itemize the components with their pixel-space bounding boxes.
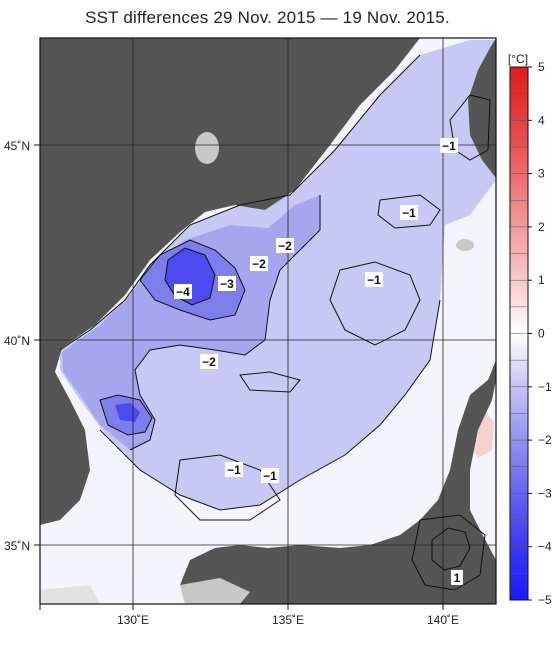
colorbar-tick-label: 1: [538, 273, 545, 287]
colorbar-tick-label: −2: [538, 433, 552, 447]
frame-ticks: [34, 144, 444, 610]
contour-label-minus3: −3: [220, 277, 234, 291]
island-south: [180, 578, 250, 604]
map-frame: [39, 37, 497, 605]
contour-label-plus1: 1: [454, 571, 461, 585]
colorbar-ticks: 5 4 3 2 1 0 −1 −2 −3 −4 −5: [528, 60, 552, 607]
land-japan: [180, 38, 496, 604]
contour-label-minus2-b: −2: [252, 257, 266, 271]
graticule: [40, 38, 496, 604]
contour-label-minus1-a: −1: [442, 139, 456, 153]
contour-label-minus1-e: −1: [263, 469, 277, 483]
map-title: SST differences 29 Nov. 2015 — 19 Nov. 2…: [85, 8, 450, 27]
colorbar-tick-label: −1: [538, 380, 552, 394]
island-right: [456, 239, 474, 251]
contour-lines: [59, 54, 491, 591]
contour-label-minus2-c: −2: [202, 355, 216, 369]
contour-label-group: −4 −3 −2 −2 −2 −1 −1 −1 −1 −1 1: [174, 138, 463, 585]
contour-label-minus4: −4: [176, 285, 190, 299]
island-southwest: [40, 585, 100, 604]
colorbar-tick-label: 4: [538, 113, 545, 127]
lat-label-35: 35˚N: [4, 539, 30, 553]
lat-label-45: 45˚N: [4, 139, 30, 153]
colorbar-tick-label: −3: [538, 486, 552, 500]
colorbar-tick-label: 2: [538, 220, 545, 234]
contour-label-minus1-d: −1: [227, 463, 241, 477]
lon-label-140: 140˚E: [427, 613, 459, 627]
colorbar-tick-label: 3: [538, 167, 545, 181]
colorbar-tick-label: −4: [538, 540, 552, 554]
colorbar: [°C] 5 4 3 2 1 0 −1 −2 −3 −4 −5: [508, 52, 552, 607]
colorbar-bands: [510, 93, 528, 574]
lat-label-40: 40˚N: [4, 334, 30, 348]
contour-label-minus2-a: −2: [278, 239, 292, 253]
island-left: [195, 132, 219, 164]
contour-label-minus1-c: −1: [367, 273, 381, 287]
land-asia: [40, 38, 420, 525]
contour-label-minus1-b: −1: [402, 206, 416, 220]
colorbar-unit: [°C]: [508, 52, 528, 66]
colorbar-tick-label: −5: [538, 593, 552, 607]
lon-label-135: 135˚E: [272, 613, 304, 627]
colorbar-tick-label: 5: [538, 60, 545, 74]
lon-label-130: 130˚E: [117, 613, 149, 627]
colorbar-tick-label: 0: [538, 327, 545, 341]
